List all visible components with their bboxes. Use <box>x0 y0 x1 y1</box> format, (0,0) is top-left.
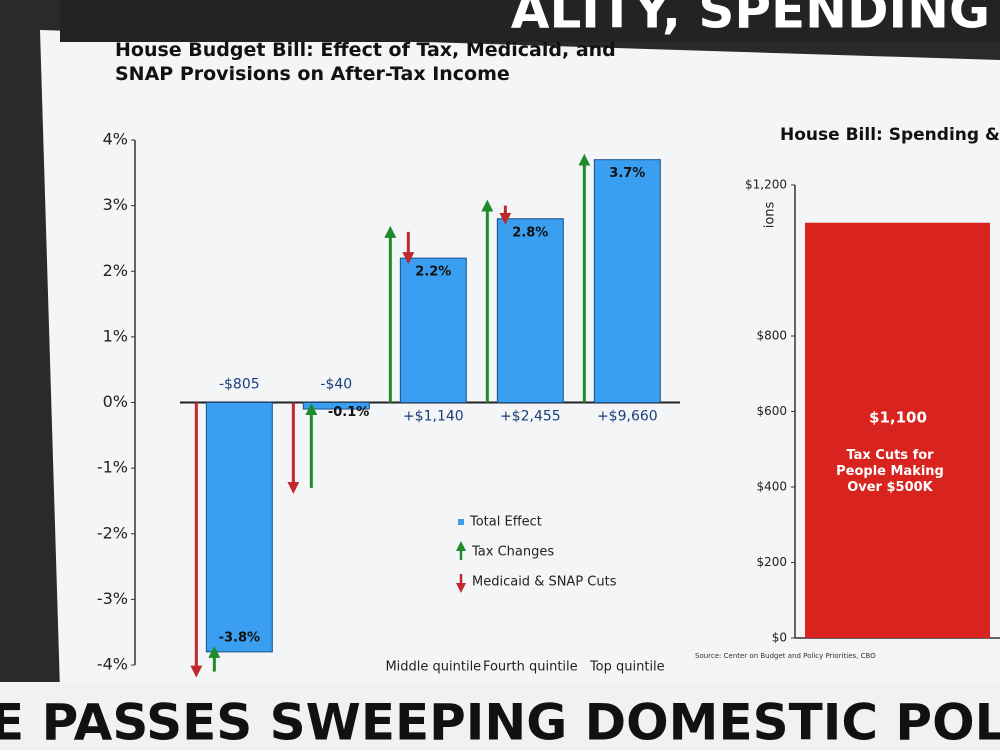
chart-title: House Bill: Spending & <box>780 125 1000 145</box>
bar-category-label: Tax Cuts for People Making Over $500K <box>836 448 944 495</box>
legend-label: Total Effect <box>469 515 542 530</box>
dollar-label: +$1,140 <box>403 409 464 425</box>
y-tick-label: $400 <box>756 480 787 494</box>
legend-swatch <box>458 519 464 525</box>
dollar-label: -$805 <box>219 377 260 393</box>
value-label: 2.8% <box>512 225 548 240</box>
y-tick-label: $1,200 <box>745 178 787 192</box>
legend-label: Medicaid & SNAP Cuts <box>472 575 617 590</box>
bar <box>593 159 661 403</box>
bar <box>496 218 564 403</box>
bottom-banner <box>0 682 1000 750</box>
y-tick-label: 1% <box>103 326 128 345</box>
bar <box>302 402 370 410</box>
value-label: 3.7% <box>609 166 645 181</box>
bar <box>399 257 467 403</box>
y-tick-label: $600 <box>756 404 787 418</box>
y-tick-label: 3% <box>103 195 128 214</box>
x-tick-label: Middle quintile <box>385 660 481 675</box>
y-tick-label: 4% <box>103 130 128 149</box>
y-axis-label: ions <box>763 201 778 228</box>
x-tick-label: Fourth quintile <box>483 660 578 675</box>
y-tick-label: -4% <box>97 655 128 674</box>
value-label: $1,100 <box>869 409 927 427</box>
y-tick-label: $200 <box>756 555 787 569</box>
bar <box>805 222 990 638</box>
bar <box>205 402 273 653</box>
top-banner-text: ALITY, SPENDING <box>511 0 990 40</box>
value-label: -0.1% <box>328 405 369 420</box>
dollar-label: +$2,455 <box>500 409 561 425</box>
value-label: 2.2% <box>415 265 451 280</box>
source-note: Source: Center on Budget and Policy Prio… <box>695 652 876 660</box>
y-tick-label: -3% <box>97 589 128 608</box>
y-tick-label: -1% <box>97 458 128 477</box>
y-tick-label: $0 <box>772 631 787 645</box>
x-tick-label: Top quintile <box>589 660 665 675</box>
value-label: -3.8% <box>219 630 260 645</box>
chart-title: House Budget Bill: Effect of Tax, Medica… <box>115 39 616 85</box>
y-tick-label: 0% <box>103 392 128 411</box>
dollar-label: -$40 <box>320 377 352 393</box>
dollar-label: +$9,660 <box>597 409 658 425</box>
y-tick-label: 2% <box>103 261 128 280</box>
legend-label: Tax Changes <box>471 545 554 560</box>
bottom-banner-text: E PASSES SWEEPING DOMESTIC POLICY BI <box>0 694 1000 750</box>
top-banner <box>60 0 1000 42</box>
y-tick-label: $800 <box>756 329 787 343</box>
y-tick-label: -2% <box>97 523 128 542</box>
